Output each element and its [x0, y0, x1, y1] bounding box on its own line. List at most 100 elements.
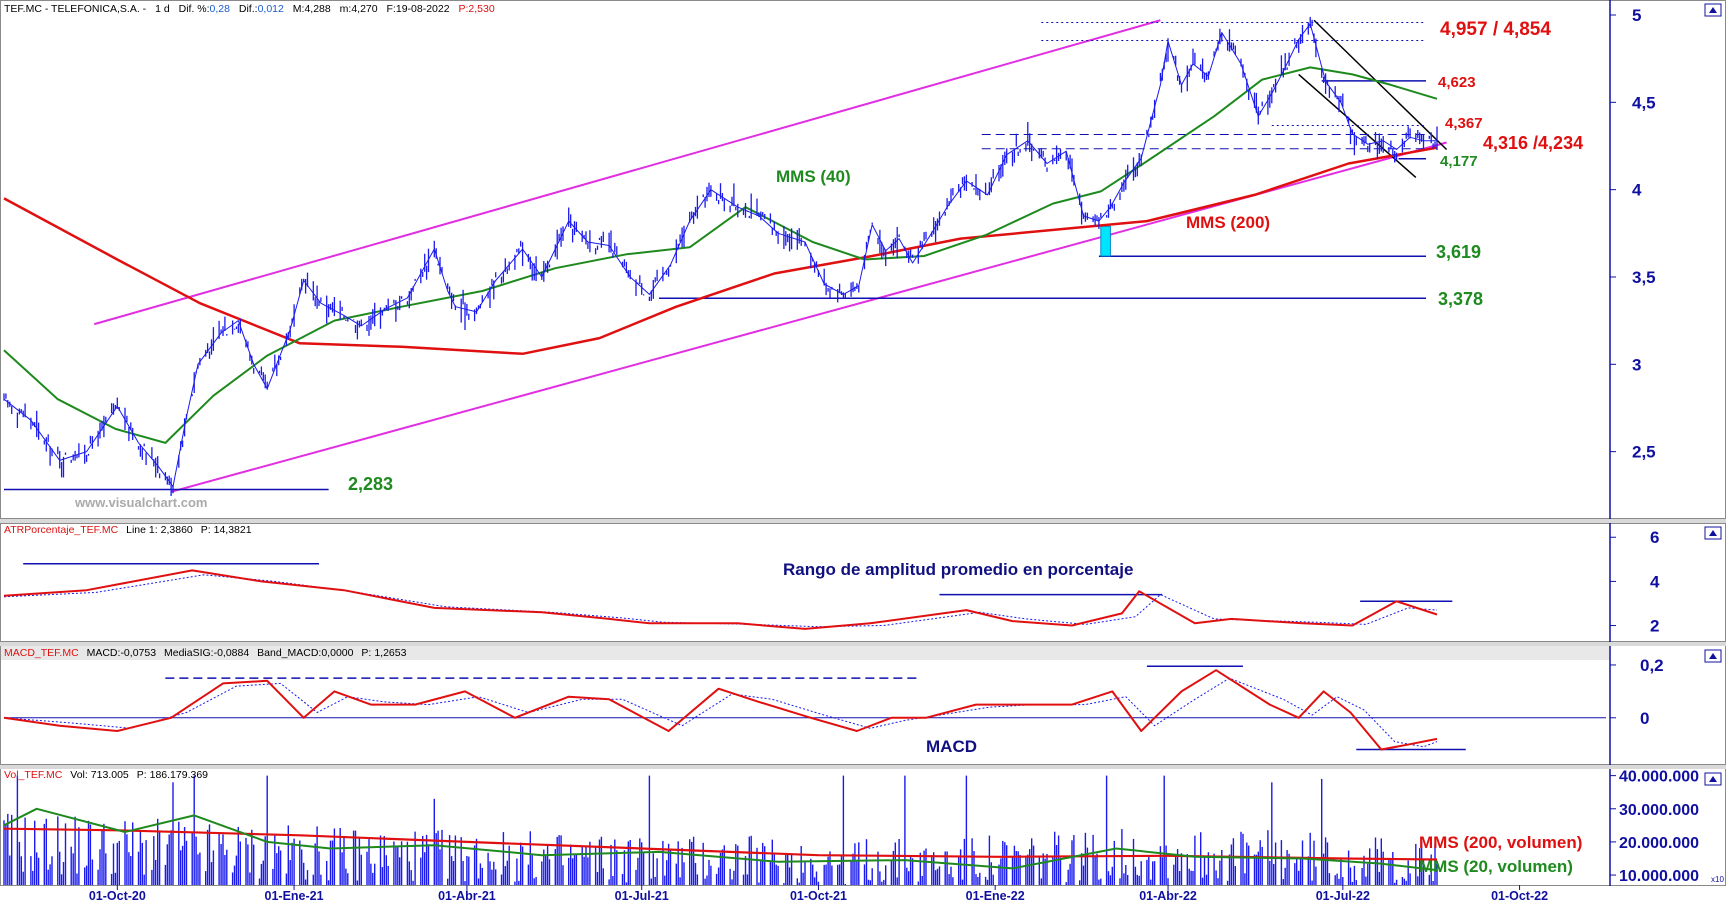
- atr-layer: 2 4 6: [3, 528, 1660, 636]
- price-y-tick-label: 5: [1632, 6, 1641, 25]
- mms200-label: MMS (200): [1186, 213, 1270, 232]
- header-difpct-value: 0,28: [210, 3, 231, 15]
- macd-header-p-value: 1,2653: [374, 647, 406, 659]
- channel-upper-line: [94, 19, 1161, 326]
- volume-y-tick-label: 20.000.000: [1619, 835, 1699, 852]
- separator-2: [0, 642, 1726, 646]
- header-difpct-label: Dif. %:: [179, 3, 210, 15]
- axis-scroll-buttons: [1704, 3, 1722, 786]
- macd-axis-scroll-button[interactable]: [1704, 649, 1722, 663]
- volume-header-vol-value: 713.005: [91, 769, 129, 781]
- macd-header-macd-value: -0,0753: [120, 647, 156, 659]
- macd-y-tick-label: 0,2: [1640, 656, 1664, 675]
- level-label-4957: 4,957 / 4,854: [1440, 19, 1551, 40]
- x-tick-label: 01-Ene-22: [966, 889, 1025, 902]
- watermark: www.visualchart.com: [74, 495, 207, 510]
- macd-header: MACD_TEF.MC MACD:-0,0753 MediaSIG:-0,088…: [4, 647, 407, 659]
- scroll-up-icon: [1709, 530, 1717, 536]
- macd-signal-line: [3, 677, 1438, 748]
- level-label-4177: 4,177: [1440, 153, 1478, 170]
- atr-title: Rango de amplitud promedio en porcentaje: [783, 560, 1133, 579]
- x-tick-label: 01-Ene-21: [265, 889, 324, 902]
- vol-mms20-line: [3, 807, 1438, 872]
- x-tick-label: 01-Jul-22: [1316, 889, 1370, 902]
- volume-header: Vol_TEF.MC Vol: 713.005 P: 186.179.369: [4, 769, 208, 781]
- header-max-value: 4,288: [304, 3, 330, 15]
- atr-header: ATRPorcentaje_TEF.MC Line 1: 2,3860 P: 14,…: [4, 524, 252, 536]
- vol20-label: MMS (20, volumen): [1419, 857, 1573, 876]
- x-tick-label: 01-Oct-20: [89, 889, 146, 902]
- header-ticker: TEF.MC - TELEFONICA,S.A. -: [4, 3, 147, 15]
- macd-header-name: MACD_TEF.MC: [4, 647, 79, 659]
- header-min-label: m:: [340, 3, 352, 15]
- atr-header-line-label: Line 1:: [126, 524, 158, 536]
- header-dif-label: Dif.:: [239, 3, 258, 15]
- price-y-tick-label: 3: [1632, 355, 1641, 374]
- atr-axis-scroll-button[interactable]: [1704, 526, 1722, 540]
- volume-y-tick-label: 10.000.000: [1619, 868, 1699, 885]
- macd-layer: 00,2: [3, 656, 1664, 751]
- macd-header-p-label: P:: [361, 647, 371, 659]
- mms200-line: [3, 146, 1438, 356]
- volume-bars: [3, 775, 1438, 885]
- vol200-label: MMS (200, volumen): [1419, 833, 1582, 852]
- scroll-up-icon: [1709, 653, 1717, 659]
- price-y-tick-label: 3,5: [1632, 268, 1656, 287]
- level-label-4623: 4,623: [1438, 74, 1476, 91]
- separator-3: [0, 765, 1726, 769]
- price-axis-scroll-button[interactable]: [1704, 3, 1722, 17]
- price-y-tick-label: 4: [1632, 181, 1642, 200]
- atr-y-tick-label: 4: [1650, 572, 1660, 591]
- volume-header-vol-label: Vol:: [70, 769, 88, 781]
- volume-header-p-label: P:: [137, 769, 147, 781]
- x-tick-label: 01-Oct-22: [1491, 889, 1548, 902]
- gap-highlight: [1100, 225, 1111, 257]
- macd-header-band-label: Band_MACD:: [257, 647, 321, 659]
- volume-axis-scroll-button[interactable]: [1704, 772, 1722, 786]
- level-label-3378: 3,378: [1438, 289, 1483, 309]
- atr-header-p-label: P:: [201, 524, 211, 536]
- x-tick-label: 01-Oct-21: [790, 889, 847, 902]
- macd-header-band-value: 0,0000: [321, 647, 353, 659]
- price-close-line: [3, 23, 1437, 488]
- macd-header-bg: [1, 646, 1609, 660]
- header-period: 1 d: [155, 3, 170, 15]
- macd-header-macd-label: MACD:: [87, 647, 121, 659]
- separator-1: [0, 519, 1726, 523]
- price-layer: 2,5 3 3,5 4 4,5 5: [3, 6, 1656, 496]
- atr-line: [3, 569, 1438, 630]
- volume-header-p-value: 186.179.369: [150, 769, 209, 781]
- mms40-line: [3, 66, 1438, 444]
- macd-title: MACD: [926, 737, 977, 756]
- header-p-value: 2,530: [468, 3, 494, 15]
- volume-layer: 10.000.000 20.000.000 30.000.000 40.000.000: [3, 769, 1699, 885]
- macd-line: [3, 669, 1438, 751]
- header-dif-value: 0,012: [258, 3, 284, 15]
- mms40-label: MMS (40): [776, 167, 851, 186]
- header-min-value: 4,270: [351, 3, 377, 15]
- macd-header-sig-label: MediaSIG:: [164, 647, 214, 659]
- level-label-2283: 2,283: [348, 474, 393, 494]
- panel-separators: [0, 519, 1726, 769]
- price-y-tick-label: 2,5: [1632, 443, 1656, 462]
- x-tick-label: 01-Abr-22: [1139, 889, 1197, 902]
- volume-unit-note: x10: [1711, 875, 1724, 884]
- macd-header-sig-value: -0,0884: [214, 647, 250, 659]
- scroll-up-icon: [1709, 776, 1717, 782]
- atr-header-line-value: 2,3860: [161, 524, 193, 536]
- level-label-4367: 4,367: [1445, 115, 1483, 132]
- x-tick-label: 01-Jul-21: [615, 889, 669, 902]
- mini-channel-upper-line: [1313, 19, 1448, 151]
- atr-header-p-value: 14,3821: [214, 524, 252, 536]
- atr-y-tick-label: 6: [1650, 528, 1659, 547]
- header-date-value: 19-08-2022: [396, 3, 450, 15]
- header-p-label: P:: [459, 3, 469, 15]
- price-y-tick-label: 4,5: [1632, 93, 1656, 112]
- price-header: TEF.MC - TELEFONICA,S.A. - 1 d Dif. %:0,…: [4, 3, 495, 15]
- scroll-up-icon: [1709, 7, 1717, 13]
- atr-y-tick-label: 2: [1650, 617, 1659, 636]
- macd-y-tick-label: 0: [1640, 709, 1649, 728]
